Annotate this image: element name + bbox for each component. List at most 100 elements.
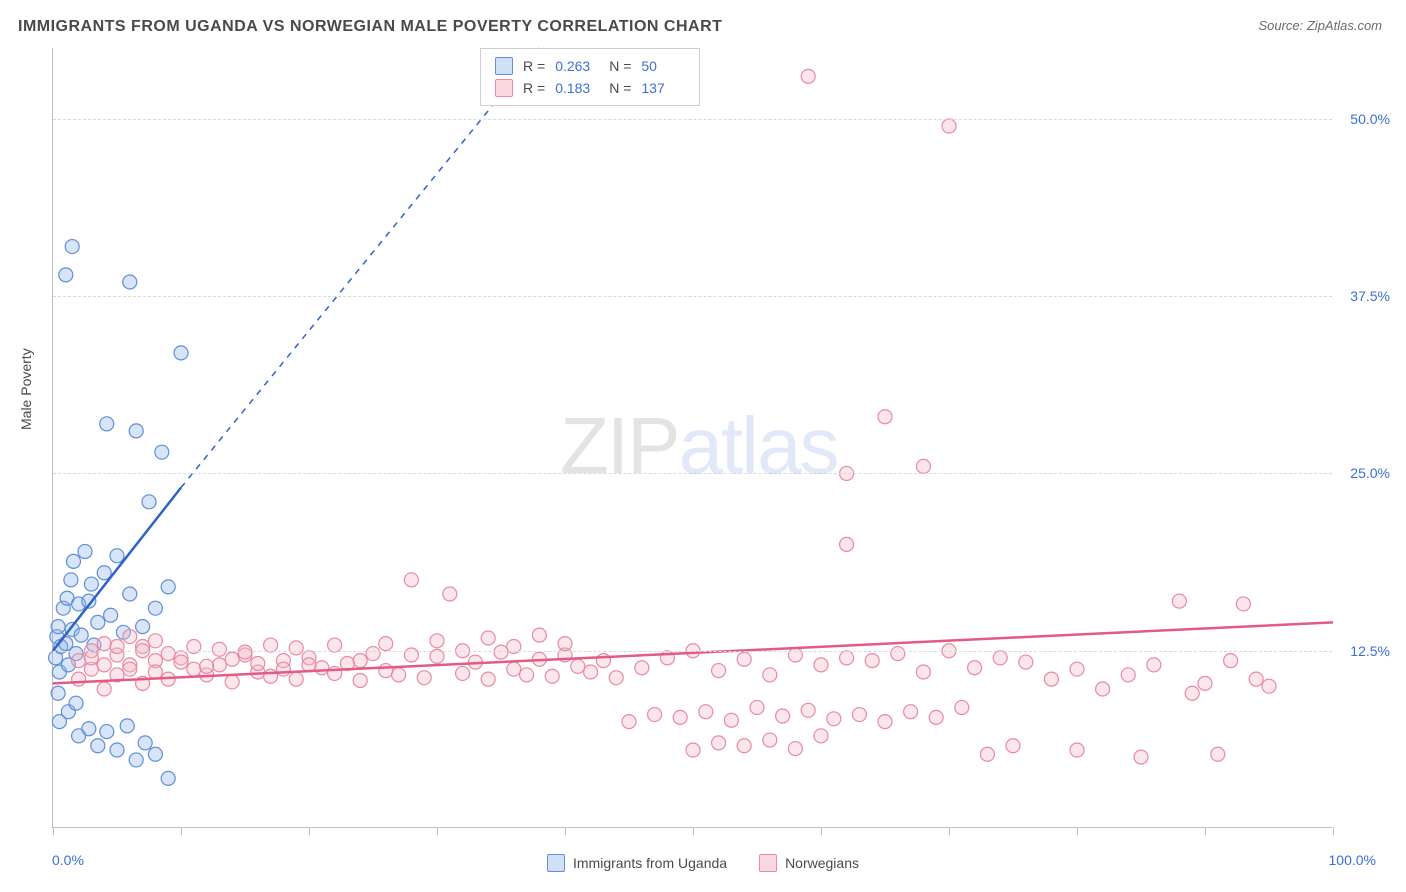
scatter-point [724,713,738,727]
x-tick [309,827,310,835]
scatter-point [200,659,214,673]
scatter-point [968,661,982,675]
scatter-point [91,739,105,753]
scatter-point [648,708,662,722]
scatter-point [622,715,636,729]
scatter-point [59,268,73,282]
y-tick-label: 12.5% [1350,643,1390,659]
scatter-point [750,700,764,714]
scatter-point [82,722,96,736]
scatter-point [97,637,111,651]
x-tick [1077,827,1078,835]
stats-swatch-uganda [495,57,513,75]
scatter-point [993,651,1007,665]
scatter-point [673,710,687,724]
scatter-point [276,662,290,676]
scatter-point [699,705,713,719]
scatter-point [97,658,111,672]
scatter-point [1006,739,1020,753]
scatter-point [929,710,943,724]
scatter-point [212,642,226,656]
scatter-point [763,668,777,682]
scatter-point [72,672,86,686]
scatter-point [494,645,508,659]
scatter-point [763,733,777,747]
scatter-point [100,417,114,431]
x-tick [1205,827,1206,835]
y-tick-label: 25.0% [1350,465,1390,481]
scatter-point [174,346,188,360]
stats-row: R = 0.183 N = 137 [495,77,685,99]
y-axis-label: Male Poverty [18,348,34,430]
n-label: N = [609,58,631,74]
y-tick-label: 37.5% [1350,288,1390,304]
scatter-point [712,736,726,750]
scatter-point [1249,672,1263,686]
scatter-point [1070,662,1084,676]
scatter-point [379,664,393,678]
r-value: 0.183 [555,80,599,96]
scatter-point [443,587,457,601]
scatter-point [64,573,78,587]
r-label: R = [523,58,545,74]
scatter-point [814,658,828,672]
scatter-point [1044,672,1058,686]
stats-swatch-norwegians [495,79,513,97]
scatter-point [148,601,162,615]
scatter-point [609,671,623,685]
correlation-stats-box: R = 0.263 N = 50 R = 0.183 N = 137 [480,48,700,106]
scatter-point [289,641,303,655]
scatter-point [1198,676,1212,690]
chart-title: IMMIGRANTS FROM UGANDA VS NORWEGIAN MALE… [18,18,722,36]
trend-line-dashed [181,48,539,488]
scatter-point [1224,654,1238,668]
scatter-point [865,654,879,668]
scatter-point [878,410,892,424]
scatter-point [942,119,956,133]
scatter-point [379,637,393,651]
scatter-point [251,656,265,670]
scatter-point [123,662,137,676]
scatter-point [916,665,930,679]
scatter-point [392,668,406,682]
scatter-point [161,771,175,785]
scatter-point [366,647,380,661]
scatter-point [481,631,495,645]
scatter-point [827,712,841,726]
stats-row: R = 0.263 N = 50 [495,55,685,77]
scatter-point [891,647,905,661]
scatter-point [315,661,329,675]
scatter-point [136,620,150,634]
scatter-point [238,645,252,659]
trend-line [53,488,181,651]
scatter-point [110,743,124,757]
scatter-point [66,554,80,568]
scatter-point [1262,679,1276,693]
scatter-point [840,651,854,665]
legend-swatch-uganda [547,854,565,872]
legend-label: Norwegians [785,855,859,871]
x-axis-min-label: 0.0% [52,852,84,868]
scatter-point [84,651,98,665]
x-tick [821,827,822,835]
scatter-point [635,661,649,675]
scatter-point [104,608,118,622]
scatter-point [1019,655,1033,669]
scatter-point [712,664,726,678]
source-label: Source: ZipAtlas.com [1258,18,1382,33]
scatter-point [138,736,152,750]
scatter-point [187,662,201,676]
n-value: 50 [641,58,685,74]
scatter-point [1172,594,1186,608]
scatter-point [78,544,92,558]
legend-swatch-norwegians [759,854,777,872]
scatter-point [100,725,114,739]
x-tick [437,827,438,835]
scatter-point [776,709,790,723]
scatter-point [212,658,226,672]
scatter-point [91,615,105,629]
scatter-point [161,580,175,594]
scatter-point [174,655,188,669]
x-tick [1333,827,1334,835]
scatter-point [51,686,65,700]
